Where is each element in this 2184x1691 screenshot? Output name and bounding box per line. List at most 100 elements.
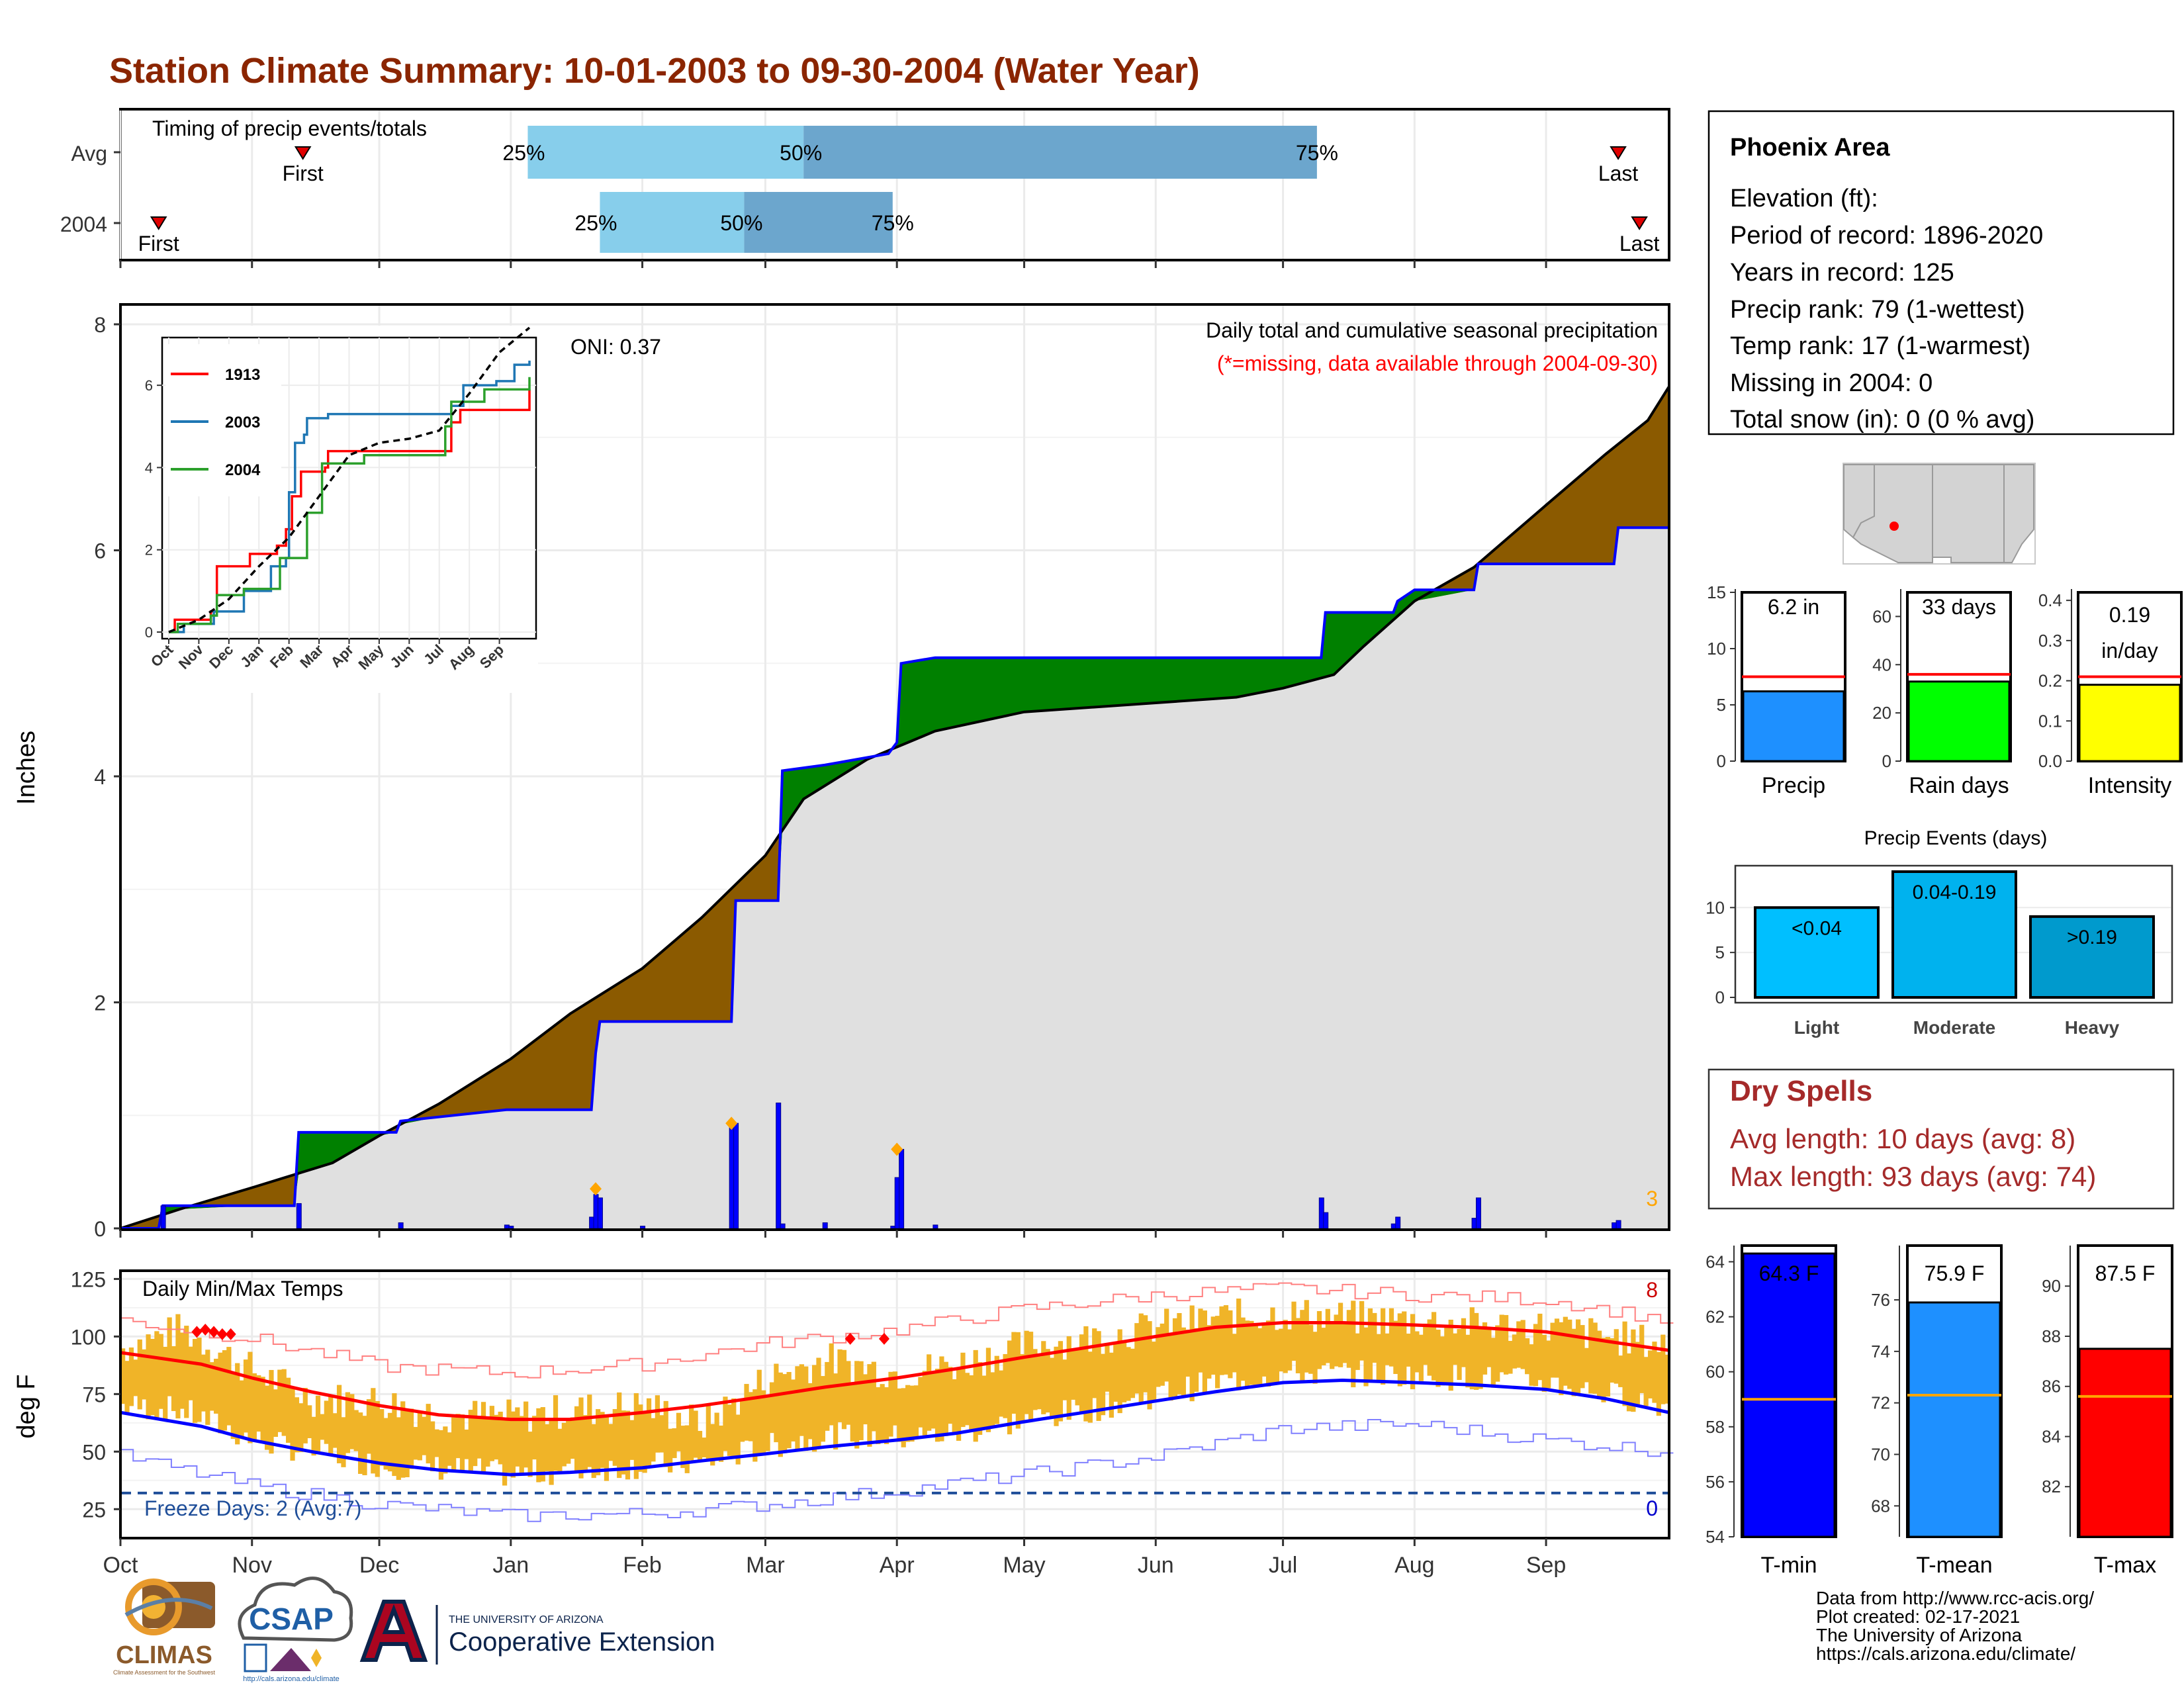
station-line-elevation: Elevation (ft): xyxy=(1730,185,1878,212)
footer-line-url: https://cals.arizona.edu/climate/ xyxy=(1816,1643,2075,1664)
daily-temp-range-bar xyxy=(1592,1322,1598,1394)
record-high-marker xyxy=(208,1326,220,1338)
record-high-marker xyxy=(216,1328,228,1340)
precip-events-bars: <0.04 Light 0.04-0.19 Moderate >0.19 Heavy 0 5 1… xyxy=(1706,870,2171,1038)
month-tick-label: Jan xyxy=(492,1553,529,1578)
daily-temp-range-bar xyxy=(128,1347,134,1406)
station-info-box: Phoenix Area Elevation (ft): Period of r… xyxy=(1707,110,2175,435)
month-tick-label: Sep xyxy=(1526,1553,1567,1578)
daily-precip-bar xyxy=(296,1203,302,1229)
record-high-marker xyxy=(191,1326,203,1338)
rain_days-stat-label: Rain days xyxy=(1909,773,2009,798)
daily-temp-range-bar xyxy=(179,1332,185,1409)
tmean-stat-tick-label: 74 xyxy=(1871,1342,1890,1361)
ua-logo-bottom-text: Cooperative Extension xyxy=(449,1627,715,1657)
daily-temp-range-bar xyxy=(1588,1318,1594,1394)
precip-marker-count: 3 xyxy=(1646,1187,1658,1211)
daily-temp-range-bar xyxy=(744,1384,749,1441)
daily-temp-range-bar xyxy=(1478,1328,1483,1389)
daily-temp-range-bar xyxy=(1232,1334,1237,1373)
daily-precip-bar xyxy=(733,1122,739,1229)
daily-temp-range-bar xyxy=(1054,1346,1059,1426)
daily-precip-bar xyxy=(933,1224,938,1229)
daily-temp-range-bar xyxy=(1554,1318,1560,1378)
daily-temp-range-bar xyxy=(1032,1349,1038,1410)
daily-precip-bar xyxy=(508,1226,514,1229)
daily-temp-range-bar xyxy=(163,1346,168,1422)
daily-temp-range-bar xyxy=(273,1389,279,1437)
tmax-stat-label: T-max xyxy=(2094,1553,2156,1578)
daily-temp-range-bar xyxy=(600,1412,605,1468)
inset-series xyxy=(168,326,531,633)
daily-temp-range-bar xyxy=(1223,1305,1229,1375)
precip-event-category-label: Light xyxy=(1794,1017,1839,1038)
daily-temp-range-bar xyxy=(811,1365,817,1452)
daily-precip-bar xyxy=(1395,1216,1401,1229)
daily-temp-range-bar xyxy=(931,1373,936,1429)
daily-temp-range-bar xyxy=(311,1416,316,1456)
daily-temp-range-bar xyxy=(1270,1307,1275,1385)
daily-temp-range-bar xyxy=(218,1352,223,1434)
ua-logo-top-text: THE UNIVERSITY OF ARIZONA xyxy=(449,1614,604,1625)
daily-temp-range-bar xyxy=(1045,1349,1050,1413)
climas-logo-swoosh-icon xyxy=(124,1598,213,1617)
daily-temp-range-bar xyxy=(553,1395,559,1471)
daily-temp-range-bar xyxy=(371,1388,376,1474)
precip-stat-tick-label: 15 xyxy=(1707,582,1726,602)
daily-temp-range-bar xyxy=(731,1398,737,1459)
daily-temp-range-bar xyxy=(854,1361,860,1449)
precip-stat-tick-label: 10 xyxy=(1707,639,1726,659)
daily-precip-bar xyxy=(899,1148,905,1229)
timing-p25-label: 25% xyxy=(574,211,617,235)
tmean-stat-tick-label: 76 xyxy=(1871,1290,1890,1310)
intensity-stat-tick-label: 0.0 xyxy=(2038,751,2062,771)
daily-temp-range-bar xyxy=(1028,1332,1034,1422)
daily-temp-range-bar xyxy=(1193,1328,1199,1392)
daily-temp-range-bar xyxy=(1359,1301,1365,1361)
daily-temp-range-bar xyxy=(387,1412,393,1472)
daily-temp-range-bar xyxy=(1338,1303,1343,1367)
daily-temp-range-bar xyxy=(1508,1341,1513,1374)
daily-temp-range-bar xyxy=(1376,1334,1381,1383)
daily-temp-range-bar xyxy=(799,1364,804,1436)
daily-temp-range-bar xyxy=(1113,1344,1118,1402)
daily-temp-range-bar xyxy=(510,1411,516,1478)
daily-temp-range-bar xyxy=(557,1428,563,1475)
events-y-tick-label: 5 xyxy=(1715,942,1725,962)
daily-temp-range-bar xyxy=(612,1409,617,1466)
daily-temp-range-bar xyxy=(871,1361,876,1432)
daily-temp-range-bar xyxy=(379,1409,385,1466)
daily-temp-range-bar xyxy=(1647,1350,1653,1398)
daily-temp-range-bar xyxy=(383,1418,388,1470)
daily-temp-range-bar xyxy=(1036,1356,1042,1410)
daily-temp-range-bar xyxy=(243,1359,249,1433)
daily-temp-range-bar xyxy=(1575,1319,1581,1394)
daily-temp-range-bar xyxy=(260,1377,265,1443)
tmax-stat-value: 87.5 F xyxy=(2095,1261,2156,1285)
daily-temp-range-bar xyxy=(1486,1328,1492,1367)
tmean-stat-value: 75.9 F xyxy=(1925,1261,1985,1285)
daily-temp-range-bar xyxy=(1189,1305,1195,1402)
cumulative-2004-line xyxy=(120,526,1669,1230)
daily-temp-range-bar xyxy=(689,1404,694,1461)
heavy-event-marker xyxy=(590,1182,602,1196)
temp-y-tick-label: 100 xyxy=(71,1325,106,1349)
daily-temp-range-bar xyxy=(807,1383,813,1440)
daily-temp-range-bar xyxy=(1346,1310,1351,1368)
month-axis: Oct Nov Dec Jan Feb Mar Apr May Jun Jul Aug Sep xyxy=(103,1538,1567,1578)
map-new-mexico-state xyxy=(1932,464,2005,563)
daily-temp-range-bar xyxy=(1626,1353,1632,1412)
daily-temp-range-bar xyxy=(1355,1333,1360,1370)
daily-temp-range-bar xyxy=(468,1410,473,1471)
intensity-stat-value-unit: in/day xyxy=(2101,639,2158,663)
daily-precip-bar xyxy=(780,1223,786,1229)
daily-temp-range-bar xyxy=(1287,1329,1293,1371)
daily-temp-range-bar xyxy=(1351,1301,1356,1388)
precip-event-range-label: <0.04 xyxy=(1792,917,1842,939)
daily-temp-range-bar xyxy=(820,1376,826,1442)
daily-temp-range-bar xyxy=(705,1404,711,1459)
daily-temp-range-bar xyxy=(480,1402,486,1475)
daily-temp-range-bar xyxy=(591,1424,596,1479)
daily-temp-range-bar xyxy=(506,1399,512,1473)
daily-temp-range-bar xyxy=(574,1406,580,1473)
